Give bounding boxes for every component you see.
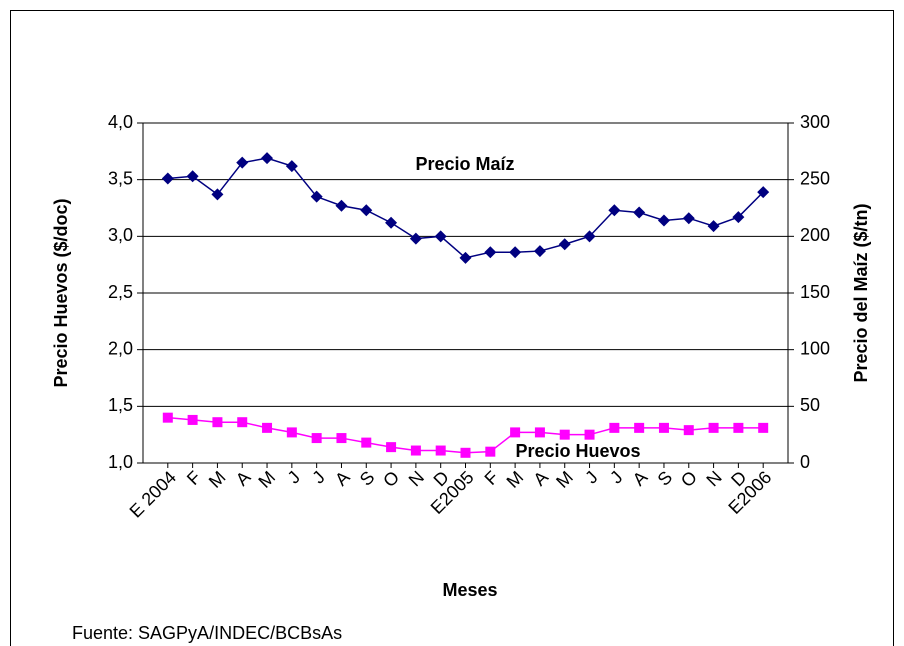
marker: [186, 170, 199, 183]
y2-axis-label: Precio del Maíz ($/tn): [851, 203, 871, 382]
marker: [634, 422, 645, 433]
marker: [559, 429, 570, 440]
y2-tick-label: 100: [800, 338, 830, 358]
y-tick-label: 3,0: [108, 225, 133, 245]
marker: [434, 230, 447, 243]
marker: [237, 417, 248, 428]
x-tick-label: M: [205, 467, 230, 492]
marker: [410, 445, 421, 456]
marker: [584, 429, 595, 440]
x-tick-label: M: [552, 467, 577, 492]
marker: [336, 433, 347, 444]
marker: [187, 414, 198, 425]
y-tick-label: 1,5: [108, 395, 133, 415]
marker: [311, 433, 322, 444]
marker: [683, 425, 694, 436]
y2-tick-label: 150: [800, 282, 830, 302]
y-tick-label: 2,5: [108, 282, 133, 302]
x-tick-label: O: [379, 467, 403, 491]
x-tick-label: N: [405, 467, 428, 490]
marker: [484, 246, 497, 259]
marker: [707, 220, 720, 233]
y2-tick-label: 50: [800, 395, 820, 415]
marker: [236, 156, 249, 169]
annotation: Precio Huevos: [515, 441, 640, 461]
marker: [435, 445, 446, 456]
marker: [261, 152, 274, 165]
x-tick-label: M: [254, 467, 279, 492]
y-tick-label: 1,0: [108, 452, 133, 472]
marker: [162, 412, 173, 423]
marker: [310, 190, 323, 203]
marker: [360, 204, 373, 217]
x-tick-label: J: [308, 467, 329, 488]
marker: [733, 422, 744, 433]
marker: [211, 188, 224, 201]
marker: [286, 427, 297, 438]
x-tick-label: N: [702, 467, 725, 490]
y2-tick-label: 200: [800, 225, 830, 245]
series-line: [167, 416, 764, 454]
marker: [386, 442, 397, 453]
marker: [161, 172, 174, 185]
marker: [708, 422, 719, 433]
marker: [608, 204, 621, 217]
x-tick-label: S: [356, 467, 379, 490]
marker: [533, 245, 546, 258]
y-axis-label: Precio Huevos ($/doc): [51, 198, 71, 387]
marker: [335, 199, 348, 212]
marker: [459, 251, 472, 264]
y2-tick-label: 0: [800, 452, 810, 472]
y-tick-label: 3,5: [108, 168, 133, 188]
y-tick-label: 2,0: [108, 338, 133, 358]
marker: [633, 206, 646, 219]
x-tick-label: A: [529, 467, 552, 490]
marker: [509, 246, 522, 259]
marker: [510, 427, 521, 438]
marker: [212, 417, 223, 428]
annotation: Precio Maíz: [415, 154, 514, 174]
x-tick-label: A: [331, 467, 354, 490]
x-axis-label: Meses: [442, 580, 497, 600]
marker: [558, 238, 571, 251]
x-tick-label: J: [284, 467, 305, 488]
marker: [609, 422, 620, 433]
x-tick-label: E 2004: [126, 467, 180, 521]
x-tick-label: F: [481, 467, 503, 489]
x-tick-label: J: [581, 467, 602, 488]
marker: [658, 422, 669, 433]
marker: [285, 160, 298, 173]
x-tick-label: S: [654, 467, 677, 490]
x-tick-label: J: [606, 467, 627, 488]
marker: [732, 211, 745, 224]
marker: [409, 232, 422, 245]
y2-tick-label: 300: [800, 112, 830, 132]
marker: [758, 422, 769, 433]
source: Fuente: SAGPyA/INDEC/BCBsAs: [72, 623, 342, 643]
marker: [262, 422, 273, 433]
marker: [485, 446, 496, 457]
x-tick-label: O: [677, 467, 701, 491]
y2-tick-label: 250: [800, 168, 830, 188]
marker: [361, 437, 372, 448]
x-tick-label: F: [183, 467, 205, 489]
marker: [460, 447, 471, 458]
x-tick-label: A: [629, 467, 652, 490]
marker: [534, 427, 545, 438]
marker: [657, 214, 670, 227]
x-tick-label: A: [232, 467, 255, 490]
marker: [757, 186, 770, 199]
x-tick-label: M: [503, 467, 528, 492]
marker: [385, 216, 398, 229]
marker: [583, 230, 596, 243]
marker: [682, 212, 695, 225]
y-tick-label: 4,0: [108, 112, 133, 132]
chart-border: [10, 10, 894, 646]
